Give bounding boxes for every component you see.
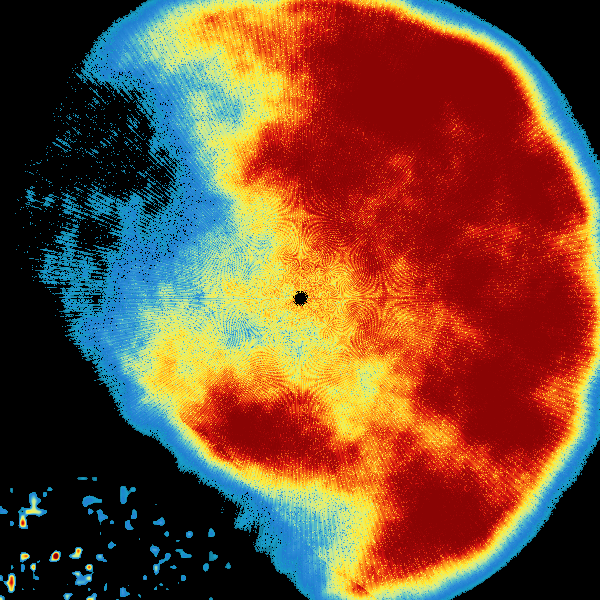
radar-display: Radar Base Reflectivity dBZ nws-reflecti…: [0, 0, 600, 600]
radar-reflectivity-image: [0, 0, 600, 600]
